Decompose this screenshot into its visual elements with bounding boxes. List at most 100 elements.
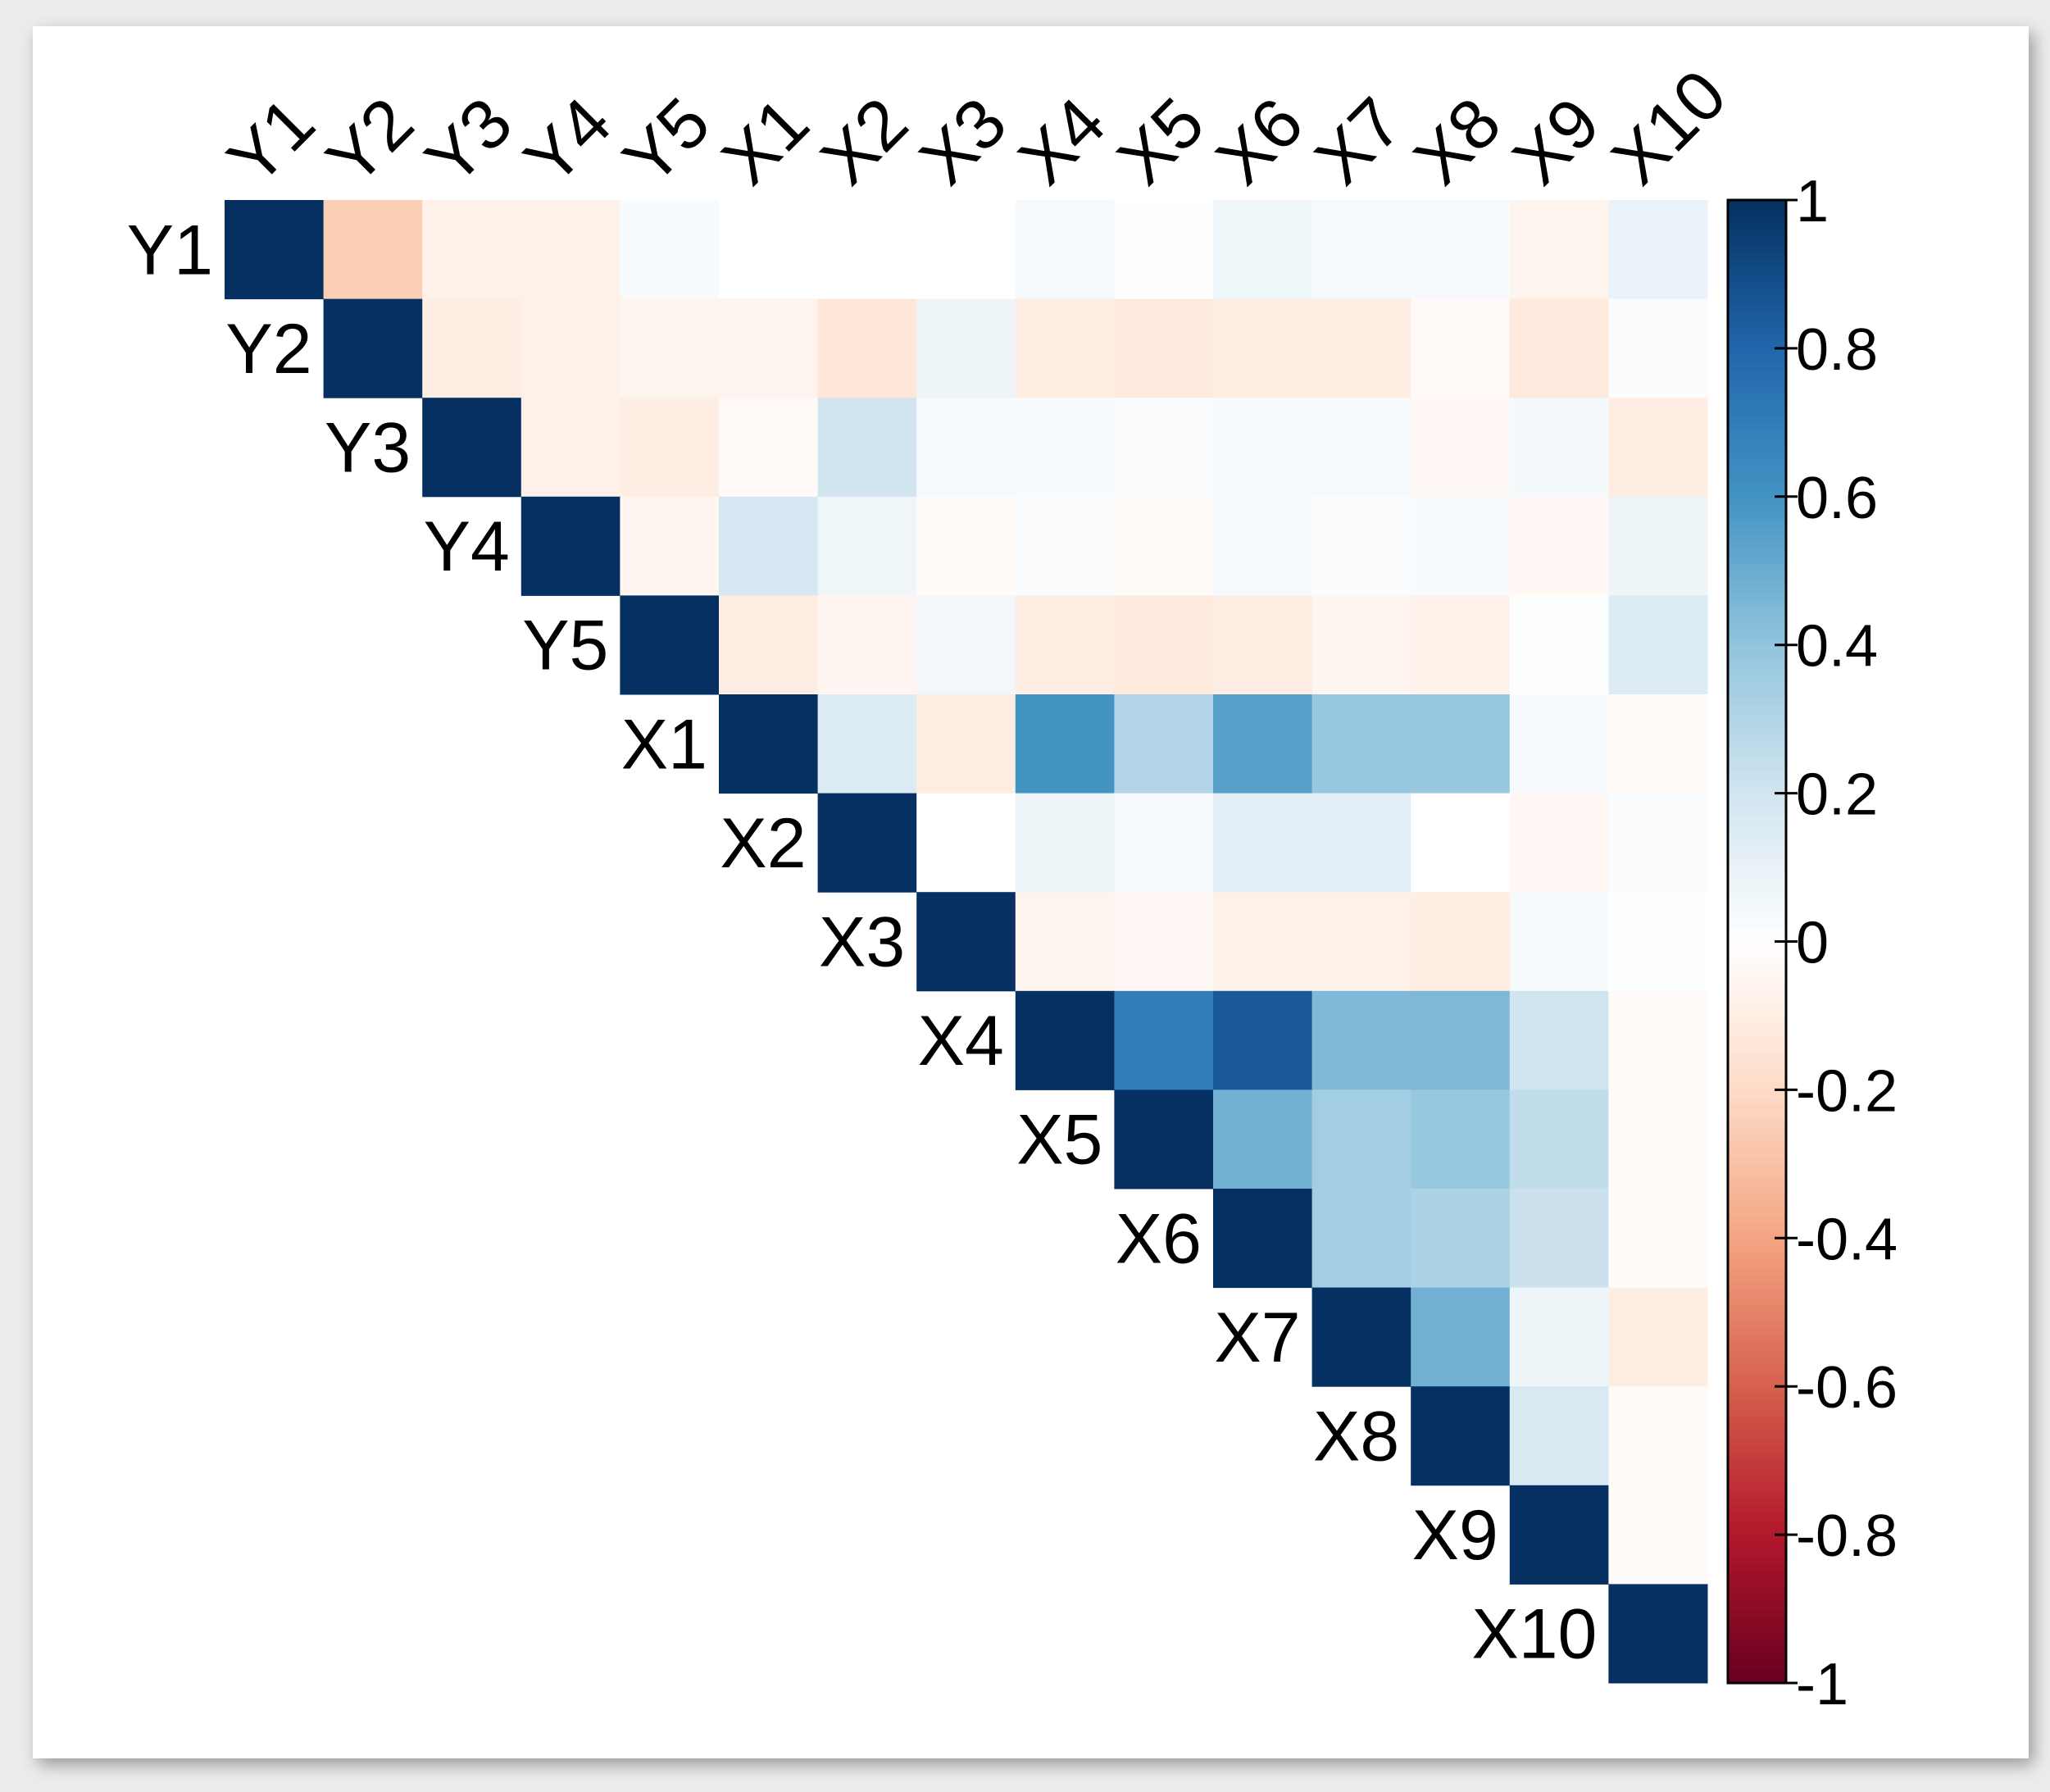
cell xyxy=(1015,793,1115,893)
colorbar-segment xyxy=(1728,244,1786,252)
cell xyxy=(1015,595,1115,695)
cell xyxy=(719,694,819,794)
colorbar-segment xyxy=(1728,1601,1786,1610)
colorbar-segment xyxy=(1728,630,1786,639)
row-label: Y5 xyxy=(522,607,608,685)
colorbar-segment xyxy=(1728,548,1786,557)
colorbar-segment xyxy=(1728,1185,1786,1194)
colorbar-segment xyxy=(1728,1564,1786,1572)
cell xyxy=(817,298,917,398)
cell xyxy=(916,793,1016,893)
colorbar-segment xyxy=(1728,1060,1786,1068)
cell xyxy=(1509,892,1609,992)
cell xyxy=(916,200,1016,300)
colorbar-segment xyxy=(1728,371,1786,379)
cell xyxy=(1509,496,1609,596)
colorbar-segment xyxy=(1728,303,1786,312)
cell xyxy=(1015,398,1115,498)
colorbar-segment xyxy=(1728,289,1786,298)
cell xyxy=(1608,398,1708,498)
cell xyxy=(1311,595,1411,695)
colorbar-segment xyxy=(1728,778,1786,787)
colorbar-segment xyxy=(1728,719,1786,727)
colorbar-segment xyxy=(1728,1645,1786,1654)
cell xyxy=(1114,1089,1214,1189)
colorbar-segment xyxy=(1728,1260,1786,1269)
colorbar-segment xyxy=(1728,815,1786,824)
colorbar-segment xyxy=(1728,1000,1786,1009)
cell xyxy=(1509,1089,1609,1189)
colorbar-segment xyxy=(1728,511,1786,520)
colorbar-segment xyxy=(1728,1075,1786,1083)
cell xyxy=(620,298,720,398)
colorbar-segment xyxy=(1728,1453,1786,1462)
cell xyxy=(1608,1089,1708,1189)
cell xyxy=(1114,694,1214,794)
cell xyxy=(1213,793,1313,893)
colorbar-segment xyxy=(1728,1194,1786,1202)
colorbar-segment xyxy=(1728,1312,1786,1321)
colorbar-segment xyxy=(1728,1216,1786,1224)
colorbar-segment xyxy=(1728,1430,1786,1440)
colorbar-segment xyxy=(1728,1423,1786,1432)
colorbar-segment xyxy=(1728,807,1786,816)
cell xyxy=(1608,1287,1708,1387)
cell xyxy=(520,496,620,596)
colorbar-segment xyxy=(1728,726,1786,735)
colorbar-segment xyxy=(1728,362,1786,371)
colorbar-segment xyxy=(1728,1334,1786,1343)
cell xyxy=(1311,892,1411,992)
cell xyxy=(1509,1386,1609,1486)
colorbar-segment xyxy=(1728,1148,1786,1158)
colorbar-segment xyxy=(1728,756,1786,765)
colorbar-segment xyxy=(1728,1653,1786,1662)
colorbar-segment xyxy=(1728,1022,1786,1031)
colorbar-segment xyxy=(1728,1379,1786,1387)
colorbar-segment xyxy=(1728,1297,1786,1306)
cell xyxy=(1411,200,1511,300)
colorbar-segment xyxy=(1728,1038,1786,1046)
colorbar-segment xyxy=(1728,1549,1786,1558)
colorbar-segment xyxy=(1728,207,1786,216)
colorbar-segment xyxy=(1728,222,1786,230)
cell xyxy=(1509,694,1609,794)
colorbar-segment xyxy=(1728,578,1786,586)
cell xyxy=(1411,793,1511,893)
cell xyxy=(1509,398,1609,498)
colorbar-segment xyxy=(1728,637,1786,646)
row-label: Y2 xyxy=(225,310,311,389)
colorbar-segment xyxy=(1728,474,1786,483)
colorbar-segment xyxy=(1728,1275,1786,1284)
cell xyxy=(1509,793,1609,893)
colorbar-tick-label: 0.4 xyxy=(1796,614,1878,680)
colorbar-segment xyxy=(1728,852,1786,861)
colorbar-segment xyxy=(1728,867,1786,876)
row-label: Y1 xyxy=(127,211,213,289)
colorbar-segment xyxy=(1728,904,1786,912)
colorbar-segment xyxy=(1728,659,1786,668)
colorbar-segment xyxy=(1728,400,1786,408)
cell xyxy=(520,298,620,398)
colorbar-segment xyxy=(1728,1460,1786,1469)
cell xyxy=(1311,398,1411,498)
colorbar-segment xyxy=(1728,941,1786,950)
cell xyxy=(1411,694,1511,794)
cell xyxy=(1608,595,1708,695)
cell xyxy=(1509,990,1609,1090)
colorbar-segment xyxy=(1728,378,1786,386)
cell xyxy=(1114,398,1214,498)
row-label: Y3 xyxy=(325,409,411,488)
colorbar-segment xyxy=(1728,1631,1786,1640)
cell xyxy=(719,298,819,398)
colorbar-segment xyxy=(1728,311,1786,320)
colorbar-segment xyxy=(1728,1341,1786,1350)
colorbar-segment xyxy=(1728,600,1786,609)
colorbar-segment xyxy=(1728,771,1786,780)
cell xyxy=(1509,1287,1609,1387)
colorbar-segment xyxy=(1728,1126,1786,1135)
colorbar-tick-label: -1 xyxy=(1796,1652,1848,1717)
colorbar-segment xyxy=(1728,1416,1786,1425)
colorbar-segment xyxy=(1728,1319,1786,1328)
colorbar-segment xyxy=(1728,1364,1786,1372)
